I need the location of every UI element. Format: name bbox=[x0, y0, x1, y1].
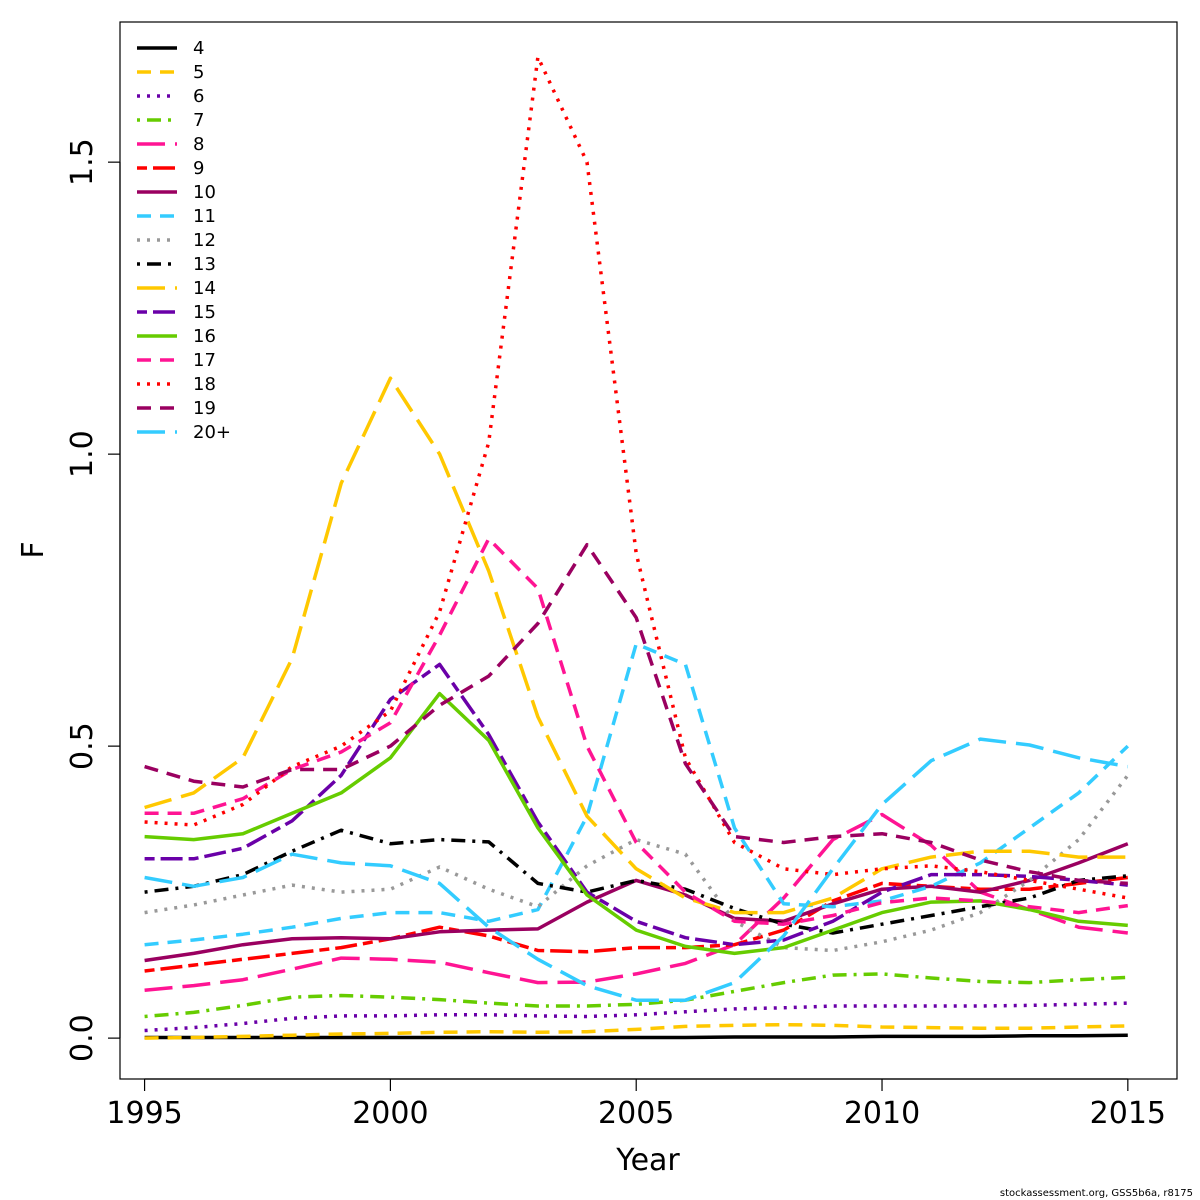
y-tick-label: 0.5 bbox=[65, 722, 100, 770]
legend-label: 17 bbox=[193, 350, 216, 371]
legend-item: 13 bbox=[137, 254, 216, 275]
legend-item: 5 bbox=[137, 62, 204, 83]
legend-label: 14 bbox=[193, 278, 216, 299]
series-line-5 bbox=[144, 1022, 1128, 1040]
x-tick-label: 2000 bbox=[352, 1096, 428, 1131]
y-tick-label: 0.0 bbox=[65, 1014, 100, 1062]
series-line-10 bbox=[144, 842, 1129, 963]
series-line-8 bbox=[144, 812, 1129, 992]
series-layer bbox=[144, 55, 1130, 1040]
legend-item: 9 bbox=[137, 158, 204, 179]
legend-item: 6 bbox=[137, 86, 204, 107]
legend-label: 20+ bbox=[193, 422, 231, 443]
legend-item: 8 bbox=[137, 134, 204, 155]
legend-item: 4 bbox=[137, 38, 204, 59]
series-line-4 bbox=[144, 1033, 1128, 1040]
legend-item: 12 bbox=[137, 230, 216, 251]
series-line-13 bbox=[144, 828, 1128, 935]
legend-label: 5 bbox=[193, 62, 204, 83]
legend-label: 13 bbox=[193, 254, 216, 275]
legend-item: 17 bbox=[137, 350, 216, 371]
legend-label: 8 bbox=[193, 134, 204, 155]
y-axis-title: F bbox=[16, 541, 51, 558]
x-tick-label: 2010 bbox=[844, 1096, 920, 1131]
x-axis-title: Year bbox=[615, 1143, 680, 1178]
legend-item: 19 bbox=[137, 398, 216, 419]
legend-label: 19 bbox=[193, 398, 216, 419]
legend-label: 9 bbox=[193, 158, 204, 179]
legend-label: 4 bbox=[193, 38, 204, 59]
legend-label: 7 bbox=[193, 110, 204, 131]
legend-item: 18 bbox=[137, 374, 216, 395]
legend-item: 7 bbox=[137, 110, 204, 131]
legend-label: 16 bbox=[193, 326, 216, 347]
legend-item: 20+ bbox=[137, 422, 231, 443]
legend-item: 15 bbox=[137, 302, 216, 323]
series-line-11 bbox=[144, 642, 1130, 947]
x-tick-label: 2005 bbox=[598, 1096, 674, 1131]
plot-frame bbox=[119, 21, 1178, 1080]
legend-label: 11 bbox=[193, 206, 216, 227]
series-line-20plus bbox=[144, 737, 1129, 1002]
legend: 4 5 6 7 8 9 10 11 12 13 14 15 16 17 18 19 20+ bbox=[137, 38, 231, 443]
legend-label: 18 bbox=[193, 374, 216, 395]
x-tick-label: 1995 bbox=[106, 1096, 182, 1131]
series-line-18 bbox=[144, 55, 1129, 900]
legend-label: 10 bbox=[193, 182, 216, 203]
legend-item: 10 bbox=[137, 182, 216, 203]
legend-label: 12 bbox=[193, 230, 216, 251]
series-line-9 bbox=[144, 875, 1129, 973]
legend-item: 11 bbox=[137, 206, 216, 227]
legend-item: 14 bbox=[137, 278, 216, 299]
x-tick-label: 2015 bbox=[1090, 1096, 1166, 1131]
y-axis: 0.0 0.5 1.0 1.5 bbox=[65, 138, 121, 1062]
footer-credit: stockassessment.org, GSS5b6a, r8175 bbox=[1000, 1188, 1193, 1199]
legend-label: 15 bbox=[193, 302, 216, 323]
y-tick-label: 1.0 bbox=[65, 430, 100, 478]
series-line-6 bbox=[144, 1001, 1128, 1033]
series-line-17 bbox=[144, 537, 1129, 926]
legend-label: 6 bbox=[193, 86, 204, 107]
series-line-19 bbox=[144, 542, 1128, 886]
series-line-7 bbox=[144, 972, 1128, 1019]
x-axis: 1995 2000 2005 2010 2015 bbox=[106, 1078, 1166, 1131]
legend-item: 16 bbox=[137, 326, 216, 347]
y-tick-label: 1.5 bbox=[65, 138, 100, 186]
